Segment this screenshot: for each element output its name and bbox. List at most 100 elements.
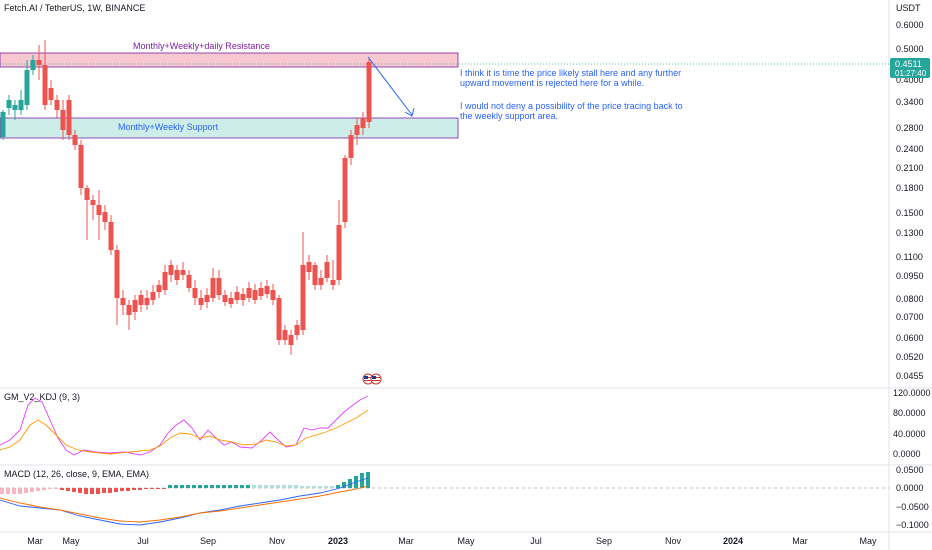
macd-histogram-bar [330,486,334,488]
symbol-title[interactable]: Fetch.AI / TetherUS, 1W, BINANCE [4,3,145,13]
candle [36,45,42,80]
currency-label: USDT [896,3,921,13]
candle [234,286,240,304]
time-tick-label: Mar [27,536,43,546]
macd-indicator-label[interactable]: MACD (12, 26, close, 9, EMA, EMA) [4,469,149,479]
candle [186,270,192,292]
macd-histogram-bar [120,488,124,491]
candle [294,320,300,340]
candle [114,245,120,325]
macd-histogram-bar [114,488,118,492]
time-tick-label: Sep [200,536,216,546]
projection-arrow-line[interactable] [367,56,413,116]
candle [198,290,204,310]
macd-histogram-bar [54,488,58,489]
price-tick-label: 0.3400 [896,97,924,107]
macd-tick-label: 0.0500 [896,465,924,475]
candle [240,288,246,306]
candle [222,290,228,306]
price-tick-label: 0.1300 [896,228,924,238]
price-tick-label: 0.1500 [896,208,924,218]
us-flag-icon[interactable] [362,373,382,385]
macd-histogram-bar [108,488,112,493]
candle-countdown: 01:27:40 [895,69,927,78]
candle [318,270,324,290]
price-tick-label: 0.1100 [896,252,923,262]
price-tick-label: 0.0800 [896,294,924,304]
candle [180,262,186,280]
macd-histogram-bar [96,488,100,494]
support-zone[interactable] [0,117,459,139]
macd-histogram-bar [198,485,202,488]
macd-signal-line [0,485,369,523]
candle [306,255,312,280]
macd-histogram-bar [132,488,136,490]
price-tick-label: 0.2100 [896,163,924,173]
macd-histogram-bar [210,485,214,488]
macd-histogram-bar [6,488,10,494]
candle [138,290,144,312]
resistance-zone-label: Monthly+Weekly+daily Resistance [133,41,270,51]
candle [288,330,294,355]
macd-histogram-bar [306,486,310,488]
candle [84,185,90,240]
macd-histogram-bar [12,488,16,494]
candle [354,118,360,145]
candle [210,268,216,302]
kdj-tick-label: 0.0000 [893,449,921,459]
time-tick-label: May [62,536,80,546]
time-axis-labels[interactable]: Mar May Jul Sep Nov 2023 Mar May Jul Sep Nov 2024 Ma… [27,536,877,546]
current-price-value: 0.4511 [895,59,922,69]
macd-histogram-bar [174,485,178,488]
macd-histogram-bar [90,488,94,494]
macd-histogram-bar [288,485,292,488]
time-tick-label: May [859,536,877,546]
candle [276,295,282,345]
macd-histogram-bar [162,488,166,489]
macd-histogram-bar [276,485,280,488]
macd-histogram-bar [360,473,364,488]
candle [204,288,210,308]
macd-histogram-bar [126,488,130,491]
candlestick-series[interactable] [0,40,372,355]
time-tick-label: Mar [792,536,808,546]
candle [258,282,264,300]
candle [300,232,306,335]
annotation-1-line-1: I think it is time the price likely stal… [460,68,681,78]
price-tick-label: 0.1800 [896,183,924,193]
candle [348,130,354,165]
macd-histogram-bar [192,485,196,488]
kdj-d-line [0,409,369,455]
macd-histogram-bar [48,488,52,489]
macd-histogram-bar [24,488,28,493]
macd-histogram-bar [138,488,142,490]
price-tick-label: 0.0455 [896,371,924,381]
candle [132,295,138,320]
candle [90,195,96,220]
time-tick-label: Mar [398,536,414,546]
candle [246,282,252,302]
kdj-indicator-label[interactable]: GM_V2_KDJ (9, 3) [4,392,80,402]
time-tick-label: Jul [530,536,542,546]
candle [24,60,30,110]
macd-histogram-bar [282,485,286,488]
macd-histogram-bar [102,488,106,493]
price-axis-ticks[interactable]: 0.6000 0.5000 0.4000 0.3400 0.2800 0.2400 0.21… [896,20,924,381]
time-tick-label: 2024 [723,536,743,546]
macd-histogram-bar [348,479,352,488]
resistance-zone[interactable] [0,52,459,68]
candle [360,112,366,135]
candle [270,284,276,305]
macd-histogram-bar [222,485,226,488]
candle [366,58,372,128]
candle [150,285,156,305]
time-tick-label: 2023 [328,536,348,546]
annotation-1-line-2: upward movement is rejected here for a w… [460,78,644,88]
time-tick-label: Nov [269,536,286,546]
candle [312,262,318,290]
macd-histogram-bar [258,485,262,488]
candle [30,55,36,75]
candle [252,284,258,304]
